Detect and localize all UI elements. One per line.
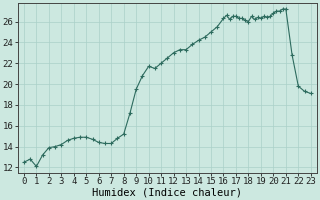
X-axis label: Humidex (Indice chaleur): Humidex (Indice chaleur) (92, 187, 242, 197)
